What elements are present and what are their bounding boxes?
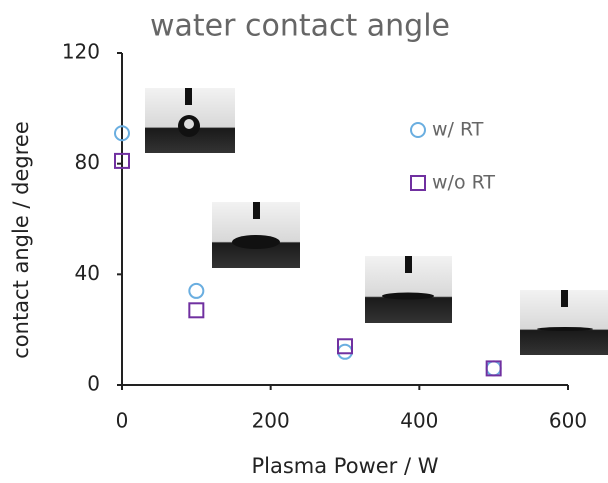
legend-label: w/ RT <box>432 119 484 141</box>
legend-label: w/o RT <box>432 172 495 194</box>
data-point <box>114 152 130 169</box>
y-tick-label: 0 <box>87 372 100 396</box>
legend-marker <box>410 122 426 138</box>
x-tick-label: 0 <box>116 409 129 433</box>
data-point <box>188 302 205 319</box>
x-axis-label: Plasma Power / W <box>252 454 439 478</box>
x-tick-label: 200 <box>252 409 290 433</box>
droplet-image <box>365 256 452 323</box>
droplet-images <box>145 88 608 355</box>
data-point <box>337 343 353 360</box>
droplet-image <box>212 202 300 268</box>
data-point <box>188 282 205 299</box>
legend-marker <box>410 175 426 191</box>
y-axis-label: contact angle / degree <box>9 121 33 359</box>
chart-title: water contact angle <box>150 9 450 44</box>
data-point <box>485 360 502 377</box>
x-tick-label: 600 <box>549 409 587 433</box>
data-point <box>114 125 130 142</box>
y-tick-label: 120 <box>62 40 100 64</box>
droplet-image <box>520 290 608 355</box>
data-point <box>485 360 502 377</box>
x-tick-label: 400 <box>400 409 438 433</box>
y-tick-label: 80 <box>75 150 100 174</box>
droplet-image <box>145 88 235 153</box>
data-point <box>337 338 353 355</box>
y-tick-label: 40 <box>75 261 100 285</box>
